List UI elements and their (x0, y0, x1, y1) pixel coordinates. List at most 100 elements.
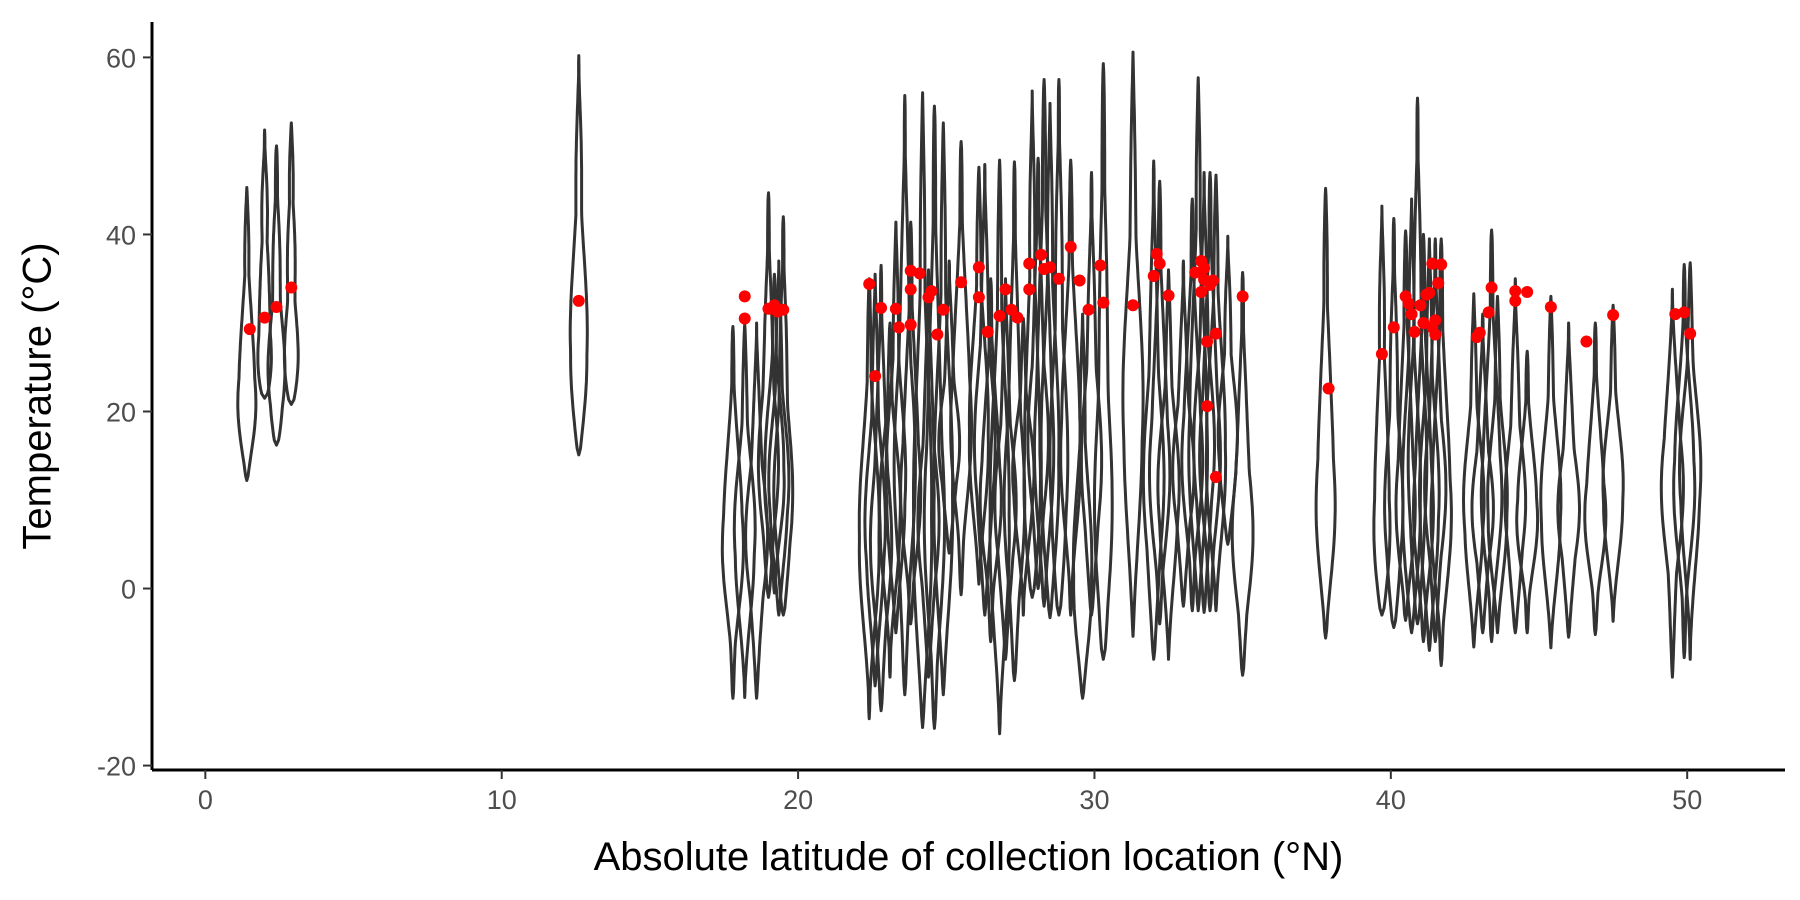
violin-outline (1503, 277, 1528, 635)
data-point (270, 301, 283, 314)
data-point (1126, 299, 1139, 312)
violin-outline (568, 54, 589, 457)
violin-outline (1171, 259, 1196, 608)
data-point (1094, 259, 1107, 272)
violin-outline (1412, 232, 1435, 644)
data-point (1423, 286, 1436, 299)
violin-outline (899, 220, 923, 626)
data-point (1073, 274, 1086, 287)
data-point (572, 294, 585, 307)
data-point (1485, 281, 1498, 294)
y-axis-ticks: -20 0 20 40 60 (97, 43, 152, 782)
data-point (1426, 257, 1439, 270)
data-point (1195, 285, 1208, 298)
violin-outline (1678, 261, 1703, 661)
data-point (1435, 258, 1448, 271)
violin-outline (1192, 171, 1216, 614)
data-point (1201, 335, 1214, 348)
data-point (1580, 335, 1593, 348)
y-axis-title: Temperature (°C) (16, 242, 60, 549)
violin-outline (1515, 349, 1540, 635)
data-point (1417, 316, 1430, 329)
violin-outline (1230, 271, 1255, 677)
data-point (1473, 326, 1486, 339)
data-point (863, 278, 876, 291)
data-point (1669, 308, 1682, 321)
data-point (1414, 299, 1427, 312)
violin-outline (1026, 156, 1050, 590)
x-tick-label: 10 (487, 785, 517, 815)
data-point (1052, 272, 1065, 285)
data-point (1322, 382, 1335, 395)
data-point (1162, 289, 1175, 302)
violin-outline (236, 186, 258, 482)
data-point (777, 303, 790, 316)
y-tick-label: -20 (97, 752, 136, 782)
data-point (1429, 328, 1442, 341)
violin-outline (1406, 96, 1429, 626)
violin-outline (1418, 237, 1441, 652)
data-point (1147, 270, 1160, 283)
data-point (981, 325, 994, 338)
data-point (993, 309, 1006, 322)
data-point (1189, 266, 1202, 279)
data-point (1509, 294, 1522, 307)
data-point (1509, 285, 1522, 298)
data-point (1405, 308, 1418, 321)
x-tick-label: 50 (1672, 785, 1702, 815)
violin-outline (1372, 204, 1392, 617)
data-point (1375, 347, 1388, 360)
data-point (738, 312, 751, 325)
violin-outline (282, 121, 300, 406)
data-point (955, 276, 968, 289)
data-point (1023, 283, 1036, 296)
violin-outline (720, 325, 745, 700)
violin-outline (1141, 159, 1166, 661)
violin-outline (1659, 287, 1685, 679)
violins-layer (236, 50, 1703, 736)
data-point (1607, 309, 1620, 322)
violin-outline (1672, 263, 1697, 660)
data-point (1150, 247, 1163, 260)
data-point (1198, 262, 1211, 275)
violin-outline (884, 220, 908, 635)
data-point (258, 311, 271, 324)
violin-outline (1093, 62, 1114, 661)
data-point (1387, 321, 1400, 334)
violin-outline (1121, 50, 1145, 638)
data-point (1684, 327, 1697, 340)
x-axis-ticks: 0 10 20 30 40 50 (198, 770, 1702, 815)
violin-outline (1204, 173, 1228, 613)
data-point (1521, 285, 1534, 298)
violin-outline (972, 163, 997, 617)
data-point (1402, 297, 1415, 310)
data-point (1035, 248, 1048, 261)
data-point (937, 303, 950, 316)
violin-outline (932, 121, 955, 697)
data-point (1209, 470, 1222, 483)
y-tick-label: 60 (106, 43, 136, 73)
violin-outline (1479, 228, 1504, 644)
data-point (243, 323, 256, 336)
violin-outline (1180, 197, 1205, 613)
x-tick-label: 30 (1079, 785, 1109, 815)
data-point (1207, 274, 1220, 287)
violin-outline (1429, 237, 1453, 667)
data-point (925, 285, 938, 298)
data-point (904, 283, 917, 296)
y-tick-label: 0 (121, 575, 136, 605)
data-point (1678, 306, 1691, 319)
violin-outline (1423, 237, 1448, 644)
data-point (875, 301, 888, 314)
data-point (1408, 325, 1421, 338)
violin-outline (1556, 321, 1581, 639)
violin-outline (863, 272, 887, 688)
data-point (1082, 303, 1095, 316)
violin-outline (1601, 303, 1625, 623)
data-point (1429, 314, 1442, 327)
data-point (1011, 311, 1024, 324)
violin-outline (763, 272, 786, 595)
data-point (999, 283, 1012, 296)
data-point (889, 302, 902, 315)
